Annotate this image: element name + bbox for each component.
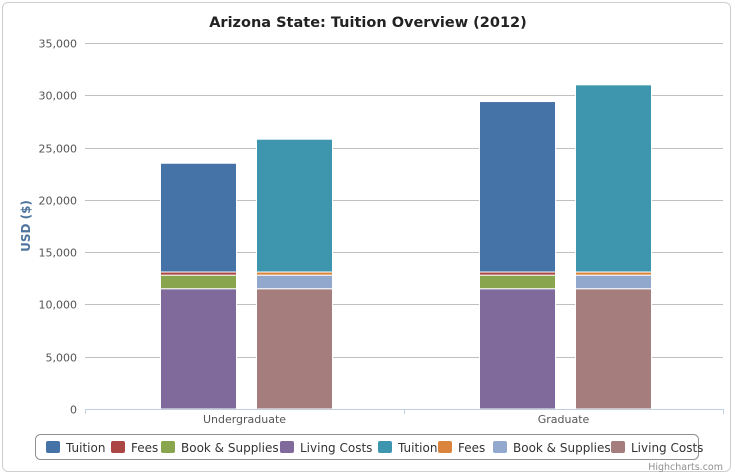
legend-item[interactable]: Tuition xyxy=(46,441,105,455)
legend-item[interactable]: Living Costs xyxy=(280,441,372,455)
y-tick-label: 30,000 xyxy=(39,90,78,103)
bar-segment[interactable] xyxy=(575,288,652,410)
legend-label: Living Costs xyxy=(631,441,703,455)
legend-item[interactable]: Tuition xyxy=(378,441,437,455)
legend-swatch xyxy=(438,441,452,453)
bars xyxy=(160,84,652,410)
legend-item[interactable]: Book & Supplies xyxy=(493,441,611,455)
legend-swatch xyxy=(111,441,125,453)
bar-segment[interactable] xyxy=(160,274,237,290)
y-tick-label: 0 xyxy=(70,404,77,417)
legend-label: Tuition xyxy=(65,441,105,455)
legend-label: Book & Supplies xyxy=(513,441,611,455)
y-tick-label: 25,000 xyxy=(39,143,78,156)
x-axis: Undergraduate Graduate xyxy=(85,409,724,426)
legend-swatch xyxy=(161,441,175,453)
legend-label: Fees xyxy=(458,441,485,455)
bar-segment[interactable] xyxy=(575,274,652,290)
legend-item[interactable]: Book & Supplies xyxy=(161,441,279,455)
bar-segment[interactable] xyxy=(256,288,333,410)
y-tick-label: 10,000 xyxy=(39,299,78,312)
y-tick-label: 35,000 xyxy=(39,38,78,51)
legend: Tuition Fees Book & Supplies Living Costs Tu… xyxy=(35,434,703,460)
legend-swatch xyxy=(46,441,60,453)
bar-segment[interactable] xyxy=(479,288,556,410)
legend-label: Tuition xyxy=(397,441,437,455)
bar-segment[interactable] xyxy=(160,162,237,273)
chart-title: Arizona State: Tuition Overview (2012) xyxy=(209,15,527,31)
bar-segment[interactable] xyxy=(256,138,333,273)
x-tick-label: Undergraduate xyxy=(203,413,286,426)
legend-box xyxy=(35,434,699,460)
legend-label: Fees xyxy=(131,441,158,455)
y-axis-label: USD ($) xyxy=(19,200,33,252)
legend-label: Living Costs xyxy=(300,441,372,455)
legend-swatch xyxy=(280,441,294,453)
legend-item[interactable]: Fees xyxy=(111,441,158,455)
y-tick-label: 20,000 xyxy=(39,195,78,208)
y-tick-label: 15,000 xyxy=(39,247,78,260)
legend-item[interactable]: Living Costs xyxy=(611,441,703,455)
credits[interactable]: Highcharts.com xyxy=(648,462,723,473)
y-axis-ticks: 0 5,000 10,000 15,000 20,000 25,000 30,000 35,0… xyxy=(39,38,78,417)
y-tick-label: 5,000 xyxy=(46,352,78,365)
bar-segment[interactable] xyxy=(160,288,237,410)
legend-swatch xyxy=(378,441,392,453)
x-tick-label: Graduate xyxy=(538,413,590,426)
legend-item[interactable]: Fees xyxy=(438,441,485,455)
bar-segment[interactable] xyxy=(575,84,652,273)
legend-swatch xyxy=(611,441,625,453)
legend-label: Book & Supplies xyxy=(181,441,279,455)
bar-segment[interactable] xyxy=(256,274,333,290)
bar-segment[interactable] xyxy=(479,101,556,273)
legend-swatch xyxy=(493,441,507,453)
bar-segment[interactable] xyxy=(479,274,556,290)
